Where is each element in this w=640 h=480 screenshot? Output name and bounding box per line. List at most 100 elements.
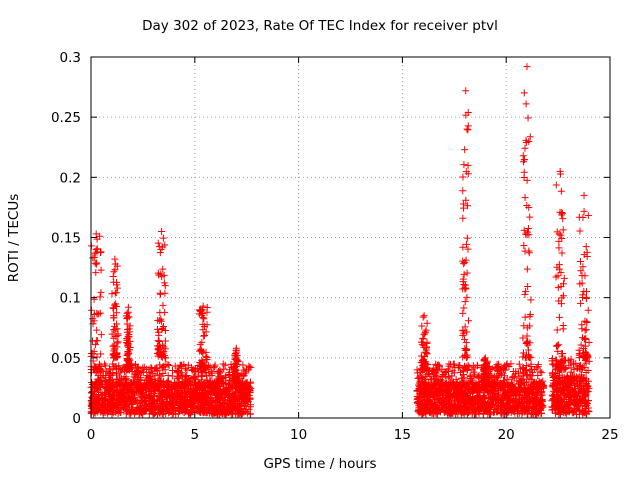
data-point — [566, 393, 574, 401]
data-point — [523, 394, 531, 402]
data-point — [557, 269, 565, 277]
data-point — [481, 368, 489, 376]
data-point — [460, 406, 468, 414]
data-point — [557, 187, 565, 195]
data-point — [584, 366, 592, 374]
data-point — [549, 392, 557, 400]
data-point — [481, 404, 489, 412]
data-point — [161, 241, 169, 249]
data-point — [584, 388, 592, 396]
data-point — [459, 187, 467, 195]
data-point — [555, 237, 563, 245]
data-point — [464, 162, 472, 170]
data-point — [584, 397, 592, 405]
data-point — [523, 231, 531, 239]
data-point — [577, 267, 585, 275]
data-point — [177, 393, 185, 401]
data-point — [113, 320, 121, 328]
data-point — [521, 366, 529, 374]
data-point — [112, 278, 120, 286]
data-point — [194, 395, 202, 403]
data-point — [537, 385, 545, 393]
data-point — [205, 391, 213, 399]
data-point — [460, 281, 468, 289]
data-point — [113, 309, 121, 317]
data-point — [524, 337, 532, 345]
data-point — [222, 410, 230, 418]
data-point — [224, 406, 232, 414]
data-point — [471, 385, 479, 393]
data-point — [450, 404, 458, 412]
data-point — [460, 395, 468, 403]
data-point — [109, 342, 117, 350]
data-point — [109, 369, 117, 377]
data-point — [207, 385, 215, 393]
data-point — [524, 346, 532, 354]
data-point — [538, 369, 546, 377]
data-point — [522, 100, 530, 108]
data-point — [197, 346, 205, 354]
data-point — [553, 341, 561, 349]
data-point — [520, 89, 528, 97]
data-point — [552, 181, 560, 189]
data-point — [105, 376, 113, 384]
data-point — [110, 314, 118, 322]
data-point — [451, 397, 459, 405]
data-point — [500, 391, 508, 399]
data-point — [558, 350, 566, 358]
data-point — [576, 227, 584, 235]
data-point — [455, 388, 463, 396]
data-point — [231, 368, 239, 376]
data-point — [199, 397, 207, 405]
data-point — [549, 379, 557, 387]
data-point — [575, 213, 583, 221]
data-point — [556, 208, 564, 216]
data-point — [126, 328, 134, 336]
data-point — [567, 355, 575, 363]
data-point — [519, 152, 527, 160]
data-point — [143, 386, 151, 394]
data-point — [584, 306, 592, 314]
data-point — [93, 380, 101, 388]
data-point — [163, 400, 171, 408]
data-point — [124, 349, 132, 357]
data-point — [481, 378, 489, 386]
data-point — [440, 401, 448, 409]
data-point — [584, 404, 592, 412]
data-point — [155, 338, 163, 346]
data-point — [114, 352, 122, 360]
data-point — [170, 389, 178, 397]
data-point — [109, 405, 117, 413]
data-point — [459, 173, 467, 181]
data-point — [101, 378, 109, 386]
data-point — [419, 335, 427, 343]
data-point — [576, 258, 584, 266]
data-point — [582, 243, 590, 251]
data-point — [159, 265, 167, 273]
data-point — [515, 360, 523, 368]
data-point — [525, 249, 533, 257]
data-point — [555, 313, 563, 321]
data-point — [553, 326, 561, 334]
data-point — [108, 330, 116, 338]
data-point — [500, 365, 508, 373]
data-point — [235, 406, 243, 414]
data-point — [494, 394, 502, 402]
x-tick-label: 20 — [498, 427, 515, 443]
data-point — [510, 374, 518, 382]
data-point — [437, 382, 445, 390]
data-point — [157, 315, 165, 323]
data-point — [161, 337, 169, 345]
data-point — [184, 378, 192, 386]
data-point — [447, 399, 455, 407]
data-point — [478, 383, 486, 391]
data-point — [118, 400, 126, 408]
data-point — [511, 389, 519, 397]
data-point — [108, 290, 116, 298]
data-point — [160, 271, 168, 279]
data-point — [135, 410, 143, 418]
data-point — [459, 383, 467, 391]
data-point — [514, 369, 522, 377]
data-point — [464, 122, 472, 130]
data-point — [481, 394, 489, 402]
